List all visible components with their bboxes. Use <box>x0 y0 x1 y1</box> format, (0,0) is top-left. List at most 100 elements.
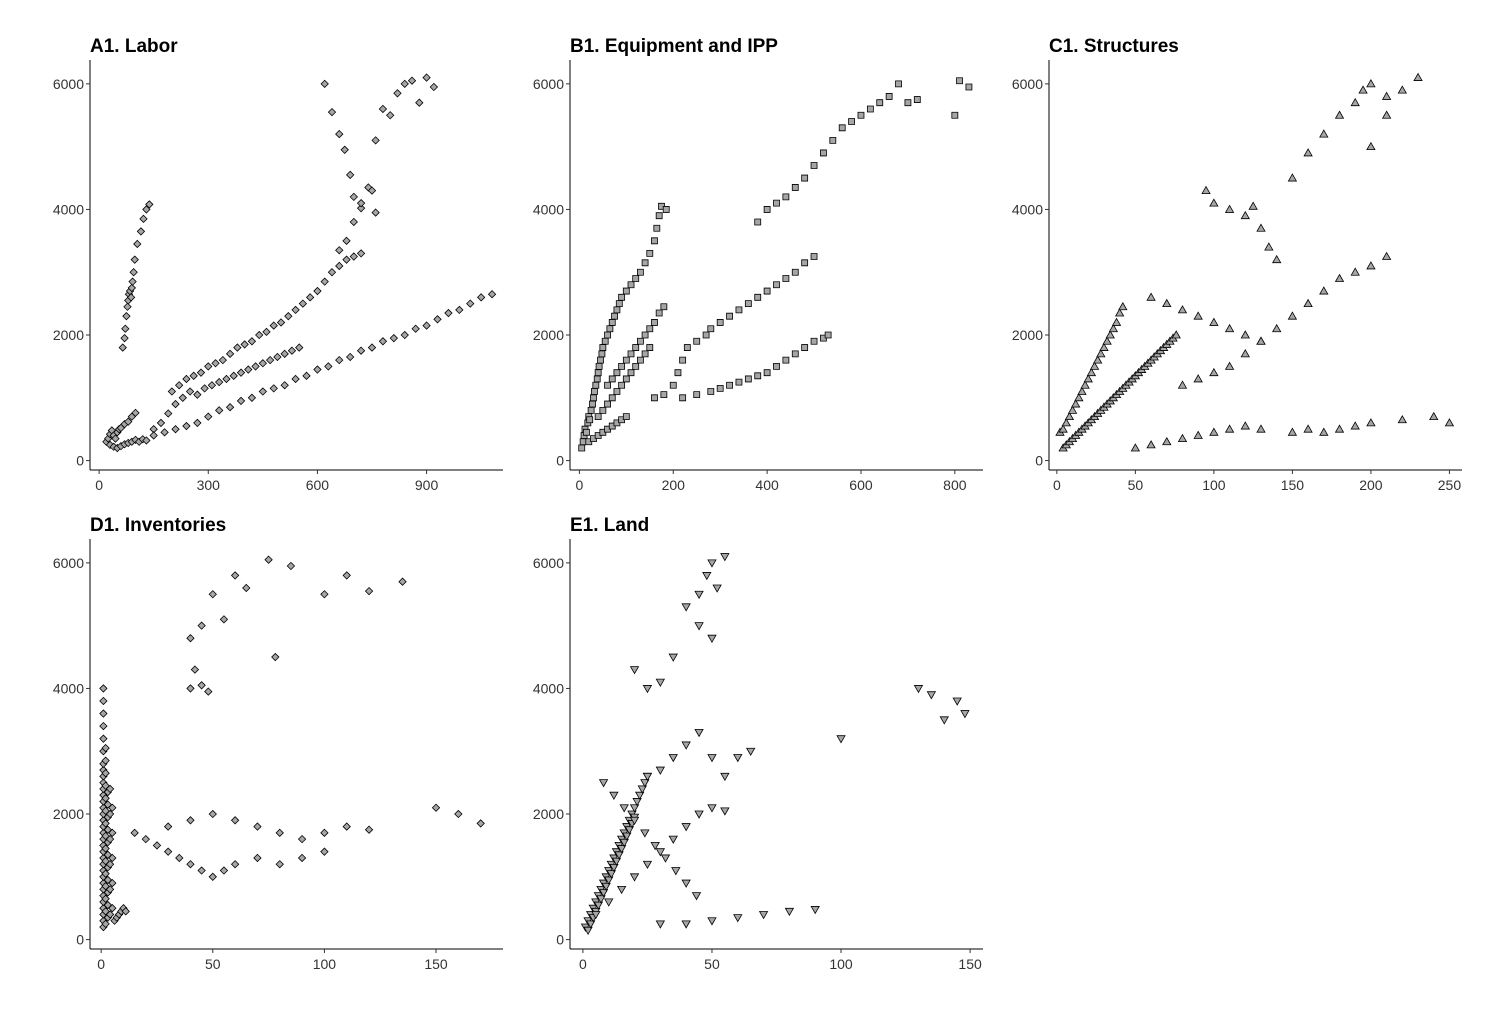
data-point <box>601 337 609 345</box>
data-point <box>1089 361 1100 370</box>
data-point <box>1071 399 1081 408</box>
data-point <box>275 860 284 869</box>
data-point <box>594 369 602 377</box>
data-point <box>1146 292 1156 301</box>
panel-labor: A1. Labor 0 2000 4000 6000 0 300 600 900 <box>53 36 503 493</box>
data-point <box>101 756 110 765</box>
data-point <box>608 319 616 326</box>
data-point <box>624 826 635 835</box>
data-point <box>367 186 377 195</box>
data-point <box>121 324 130 333</box>
data-point <box>1061 418 1071 427</box>
data-point <box>810 337 818 345</box>
data-point <box>1397 414 1408 424</box>
data-point <box>876 99 884 107</box>
data-point <box>152 841 162 850</box>
y-tick-label: 0 <box>76 932 84 948</box>
data-point <box>629 666 640 675</box>
data-point <box>105 860 115 869</box>
data-point <box>895 80 902 88</box>
data-point <box>105 784 115 794</box>
data-point <box>219 615 229 624</box>
data-point <box>636 337 644 345</box>
data-point <box>253 822 262 831</box>
data-point <box>791 268 799 276</box>
data-points <box>102 73 497 453</box>
data-point <box>101 894 110 903</box>
x-tick-label: 0 <box>97 956 105 972</box>
data-point <box>716 384 724 392</box>
data-point <box>960 710 970 719</box>
data-point <box>611 312 618 320</box>
data-point <box>1334 110 1345 119</box>
data-point <box>178 393 187 402</box>
y-tick-label: 2000 <box>53 327 84 343</box>
data-point <box>1272 254 1282 264</box>
data-point <box>650 842 660 851</box>
data-point <box>597 356 604 364</box>
panel-title-structures: C1. Structures <box>1049 36 1179 57</box>
data-point <box>208 872 217 881</box>
data-point <box>733 914 743 923</box>
data-point <box>773 199 780 207</box>
y-tick-label: 0 <box>1035 453 1043 469</box>
x-tick-label: 250 <box>1438 477 1462 493</box>
y-tick-label: 4000 <box>53 201 84 217</box>
y-tick-label: 0 <box>556 453 564 469</box>
data-point <box>1083 374 1093 383</box>
data-point <box>604 381 611 389</box>
data-point <box>1381 251 1392 260</box>
data-point <box>1256 424 1266 433</box>
y-tick-label: 6000 <box>533 555 564 571</box>
data-point <box>655 766 666 775</box>
data-point <box>233 343 242 352</box>
data-point <box>269 321 278 330</box>
data-point <box>801 174 809 182</box>
data-point <box>273 352 282 362</box>
data-point <box>694 590 704 600</box>
data-point <box>801 259 809 267</box>
data-point <box>782 275 790 282</box>
data-point <box>622 287 630 295</box>
data-point <box>230 816 240 825</box>
data-point <box>693 337 701 345</box>
data-point <box>196 368 206 377</box>
data-points <box>578 77 973 452</box>
panel-title-equipment: B1. Equipment and IPP <box>570 36 778 57</box>
x-tick-label: 0 <box>1053 477 1061 493</box>
data-point <box>130 255 139 264</box>
data-point <box>702 331 710 339</box>
data-point <box>1381 110 1392 119</box>
data-point <box>295 343 304 352</box>
data-point <box>681 823 691 832</box>
data-point <box>651 319 658 326</box>
data-point <box>190 665 200 674</box>
data-point <box>356 198 366 208</box>
data-point <box>913 96 921 103</box>
data-point <box>1366 261 1376 270</box>
data-point <box>1111 317 1122 326</box>
data-point <box>641 331 649 339</box>
data-point <box>356 346 366 355</box>
x-tick-label: 600 <box>849 477 873 493</box>
data-point <box>591 911 601 920</box>
data-point <box>733 754 743 763</box>
x-tick-label: 200 <box>1359 477 1383 493</box>
data-point <box>635 791 645 800</box>
data-point <box>637 785 647 794</box>
data-point <box>1397 85 1408 94</box>
data-point <box>105 834 115 844</box>
x-tick-label: 200 <box>662 477 686 493</box>
data-point <box>693 391 701 399</box>
data-point <box>1080 380 1090 389</box>
data-point <box>598 779 609 788</box>
data-point <box>604 876 614 885</box>
data-point <box>735 306 743 314</box>
data-point <box>636 356 644 364</box>
data-point <box>346 170 355 180</box>
data-point <box>269 384 278 393</box>
data-point <box>745 747 756 757</box>
y-tick-label: 4000 <box>53 680 84 696</box>
data-point <box>885 93 893 100</box>
data-point <box>1209 367 1219 377</box>
